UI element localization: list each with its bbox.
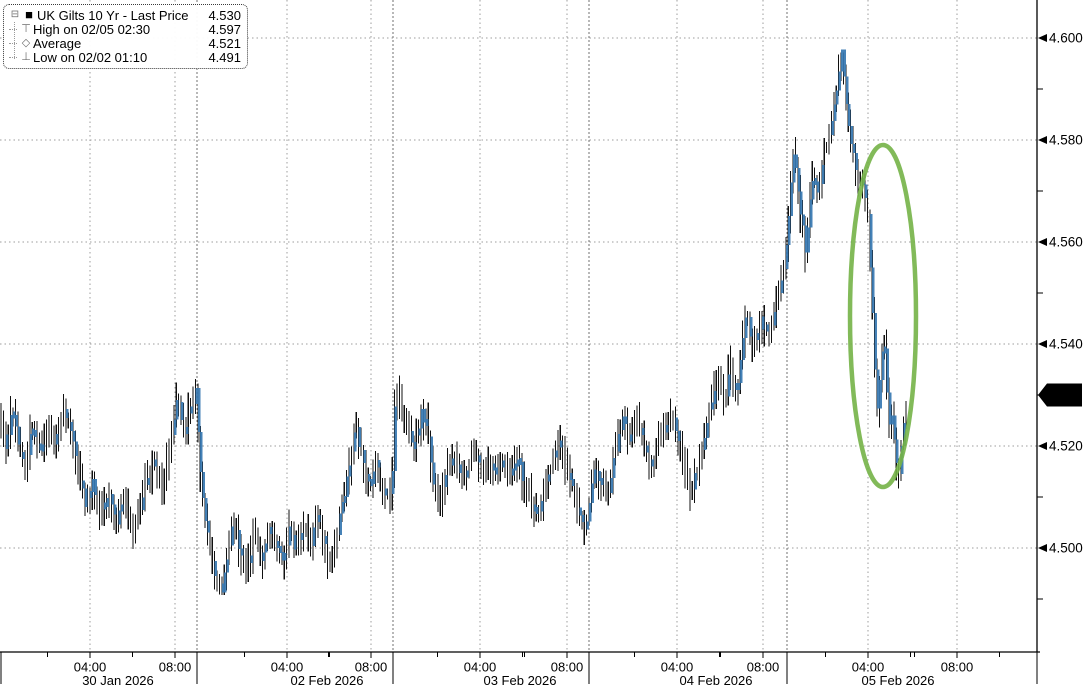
low-label: Low on 02/02 01:10 xyxy=(33,49,148,65)
x-axis-time-label: 04:00 xyxy=(271,660,304,675)
high-label: High on 02/05 02:30 xyxy=(33,21,151,37)
y-axis-label: 4.540 xyxy=(1049,337,1083,352)
y-axis-tick-arrow-icon xyxy=(1038,136,1047,144)
annotation-ellipse-icon xyxy=(847,142,919,490)
y-axis-label: 4.600 xyxy=(1049,31,1083,46)
x-axis-date-label: 02 Feb 2026 xyxy=(290,673,363,685)
tree-stub xyxy=(9,28,17,30)
last-price-badge-label: 4.530 xyxy=(1048,388,1081,403)
x-axis-date-label: 05 Feb 2026 xyxy=(861,673,934,685)
y-axis-tick-arrow-icon xyxy=(1038,442,1047,450)
tree-stub xyxy=(9,42,17,44)
tree-expand-icon: ⊟ xyxy=(10,9,20,20)
y-axis-label: 4.500 xyxy=(1049,541,1083,556)
legend-row-high: ⊤ High on 02/05 02:30 4.597 xyxy=(9,21,241,37)
y-axis-tick-arrow-icon xyxy=(1038,34,1047,42)
x-axis-time-label: 04:00 xyxy=(852,660,885,675)
low-value: 4.491 xyxy=(208,49,241,65)
y-axis-tick-arrow-icon xyxy=(1038,340,1047,348)
series-value: 4.530 xyxy=(208,7,241,23)
x-axis-date-label: 03 Feb 2026 xyxy=(483,673,556,685)
high-value: 4.597 xyxy=(208,21,241,37)
x-axis-time-label: 08:00 xyxy=(355,660,388,675)
legend-tree-line xyxy=(14,22,15,59)
last-price-badge xyxy=(1038,383,1082,407)
tree-stub xyxy=(9,56,17,58)
price-line-accent xyxy=(5,49,906,593)
x-axis-time-label: 04:00 xyxy=(464,660,497,675)
x-axis-date-label: 30 Jan 2026 xyxy=(82,673,154,685)
x-axis-time-label: 08:00 xyxy=(747,660,780,675)
x-axis-time-label: 08:00 xyxy=(159,660,192,675)
x-axis-time-label: 04:00 xyxy=(661,660,694,675)
x-axis-time-label: 04:00 xyxy=(74,660,107,675)
price-bars xyxy=(0,52,907,595)
average-value: 4.521 xyxy=(208,35,241,51)
series-label: UK Gilts 10 Yr - Last Price xyxy=(37,7,189,23)
legend-row-low: ⊥ Low on 02/02 01:10 4.491 xyxy=(9,49,241,65)
series-swatch-icon: ■ xyxy=(25,7,33,22)
average-label: Average xyxy=(33,35,82,51)
high-marker-icon: ⊤ xyxy=(21,23,31,35)
low-marker-icon: ⊥ xyxy=(21,51,31,63)
x-axis-time-label: 08:00 xyxy=(941,660,974,675)
legend-box: ⊟ ■ UK Gilts 10 Yr - Last Price 4.530 ⊤ … xyxy=(3,4,248,69)
legend-row-series: ⊟ ■ UK Gilts 10 Yr - Last Price 4.530 xyxy=(9,7,241,23)
y-axis-tick-arrow-icon xyxy=(1038,238,1047,246)
y-axis-tick-arrow-icon xyxy=(1038,544,1047,552)
average-marker-icon: ◇ xyxy=(21,37,31,49)
y-axis-label: 4.520 xyxy=(1049,439,1083,454)
y-axis-label: 4.580 xyxy=(1049,133,1083,148)
x-axis-time-label: 08:00 xyxy=(551,660,584,675)
legend-row-average: ◇ Average 4.521 xyxy=(9,35,241,51)
y-axis-label: 4.560 xyxy=(1049,235,1083,250)
x-axis-date-label: 04 Feb 2026 xyxy=(679,673,752,685)
